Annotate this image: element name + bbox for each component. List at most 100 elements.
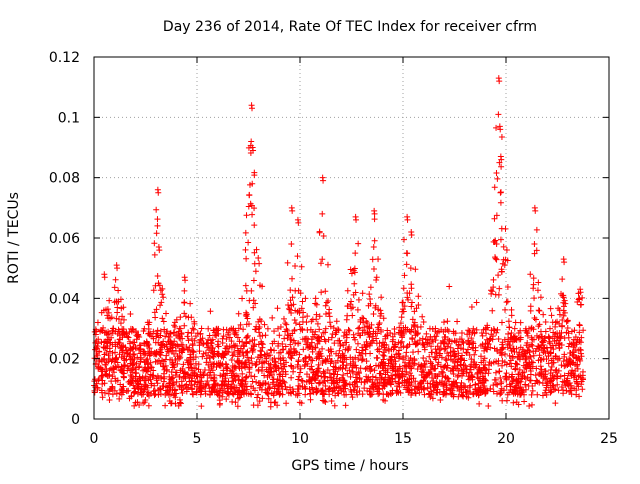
data-point bbox=[491, 184, 498, 191]
data-point bbox=[256, 282, 263, 289]
data-point bbox=[274, 325, 281, 332]
data-point bbox=[159, 285, 166, 292]
data-point bbox=[512, 366, 519, 373]
data-point bbox=[328, 374, 335, 381]
data-point bbox=[171, 322, 178, 329]
data-point bbox=[316, 313, 323, 320]
data-point bbox=[255, 366, 262, 373]
data-point bbox=[334, 389, 341, 396]
data-point bbox=[458, 330, 465, 337]
data-point bbox=[334, 371, 341, 378]
data-point bbox=[295, 386, 302, 393]
data-point bbox=[322, 383, 329, 390]
data-point bbox=[195, 361, 202, 368]
data-point bbox=[378, 294, 385, 301]
data-point bbox=[470, 390, 477, 397]
data-point bbox=[339, 377, 346, 384]
data-point bbox=[356, 324, 363, 331]
data-point bbox=[283, 359, 290, 366]
data-point bbox=[207, 359, 214, 366]
data-point bbox=[403, 384, 410, 391]
data-point bbox=[580, 376, 587, 383]
data-point bbox=[424, 339, 431, 346]
data-point bbox=[188, 335, 195, 342]
data-point bbox=[502, 306, 509, 313]
data-point bbox=[196, 348, 203, 355]
data-point bbox=[478, 359, 485, 366]
data-point bbox=[154, 373, 161, 380]
data-point bbox=[369, 373, 376, 380]
data-point bbox=[521, 398, 528, 405]
data-point bbox=[131, 350, 138, 357]
data-point bbox=[466, 328, 473, 335]
data-point bbox=[522, 381, 529, 388]
data-point bbox=[250, 402, 257, 409]
data-point bbox=[434, 329, 441, 336]
data-point bbox=[328, 334, 335, 341]
data-point bbox=[409, 316, 416, 323]
data-point bbox=[506, 360, 513, 367]
data-point bbox=[255, 254, 262, 261]
data-point bbox=[160, 294, 167, 301]
data-point bbox=[426, 391, 433, 398]
data-point bbox=[547, 389, 554, 396]
data-point bbox=[210, 327, 217, 334]
data-point bbox=[287, 354, 294, 361]
data-point bbox=[413, 341, 420, 348]
grid-layer bbox=[94, 57, 609, 419]
data-point bbox=[351, 265, 358, 272]
data-point bbox=[475, 384, 482, 391]
data-point bbox=[340, 333, 347, 340]
data-point bbox=[337, 364, 344, 371]
data-point bbox=[118, 305, 125, 312]
data-point bbox=[542, 335, 549, 342]
data-point bbox=[166, 386, 173, 393]
data-point bbox=[249, 360, 256, 367]
data-point bbox=[235, 325, 242, 332]
data-point bbox=[196, 339, 203, 346]
data-point bbox=[504, 283, 511, 290]
data-point bbox=[242, 378, 249, 385]
data-point bbox=[444, 343, 451, 350]
data-point bbox=[285, 301, 292, 308]
data-point bbox=[573, 339, 580, 346]
data-point bbox=[531, 314, 538, 321]
data-point bbox=[556, 340, 563, 347]
data-point bbox=[535, 279, 542, 286]
data-point bbox=[502, 351, 509, 358]
data-point bbox=[433, 333, 440, 340]
data-point bbox=[359, 290, 366, 297]
data-point bbox=[299, 377, 306, 384]
data-point bbox=[157, 342, 164, 349]
data-point bbox=[302, 295, 309, 302]
data-point bbox=[570, 352, 577, 359]
data-point bbox=[575, 296, 582, 303]
data-point bbox=[363, 364, 370, 371]
data-point bbox=[417, 323, 424, 330]
data-point bbox=[357, 365, 364, 372]
data-point bbox=[286, 306, 293, 313]
data-point bbox=[362, 365, 369, 372]
data-point bbox=[320, 370, 327, 377]
data-point bbox=[353, 216, 360, 223]
data-point bbox=[405, 296, 412, 303]
data-point bbox=[151, 387, 158, 394]
data-point bbox=[290, 301, 297, 308]
data-point bbox=[294, 253, 301, 260]
data-point bbox=[356, 332, 363, 339]
data-point bbox=[158, 340, 165, 347]
data-point bbox=[372, 302, 379, 309]
data-point bbox=[436, 346, 443, 353]
data-point bbox=[412, 266, 419, 273]
data-point bbox=[138, 383, 145, 390]
data-point bbox=[532, 316, 539, 323]
data-point bbox=[530, 275, 537, 282]
data-point bbox=[224, 383, 231, 390]
data-point bbox=[544, 379, 551, 386]
data-point bbox=[536, 321, 543, 328]
data-point bbox=[385, 374, 392, 381]
data-point bbox=[154, 272, 161, 279]
data-point bbox=[341, 329, 348, 336]
data-point bbox=[119, 331, 126, 338]
data-point bbox=[107, 315, 114, 322]
